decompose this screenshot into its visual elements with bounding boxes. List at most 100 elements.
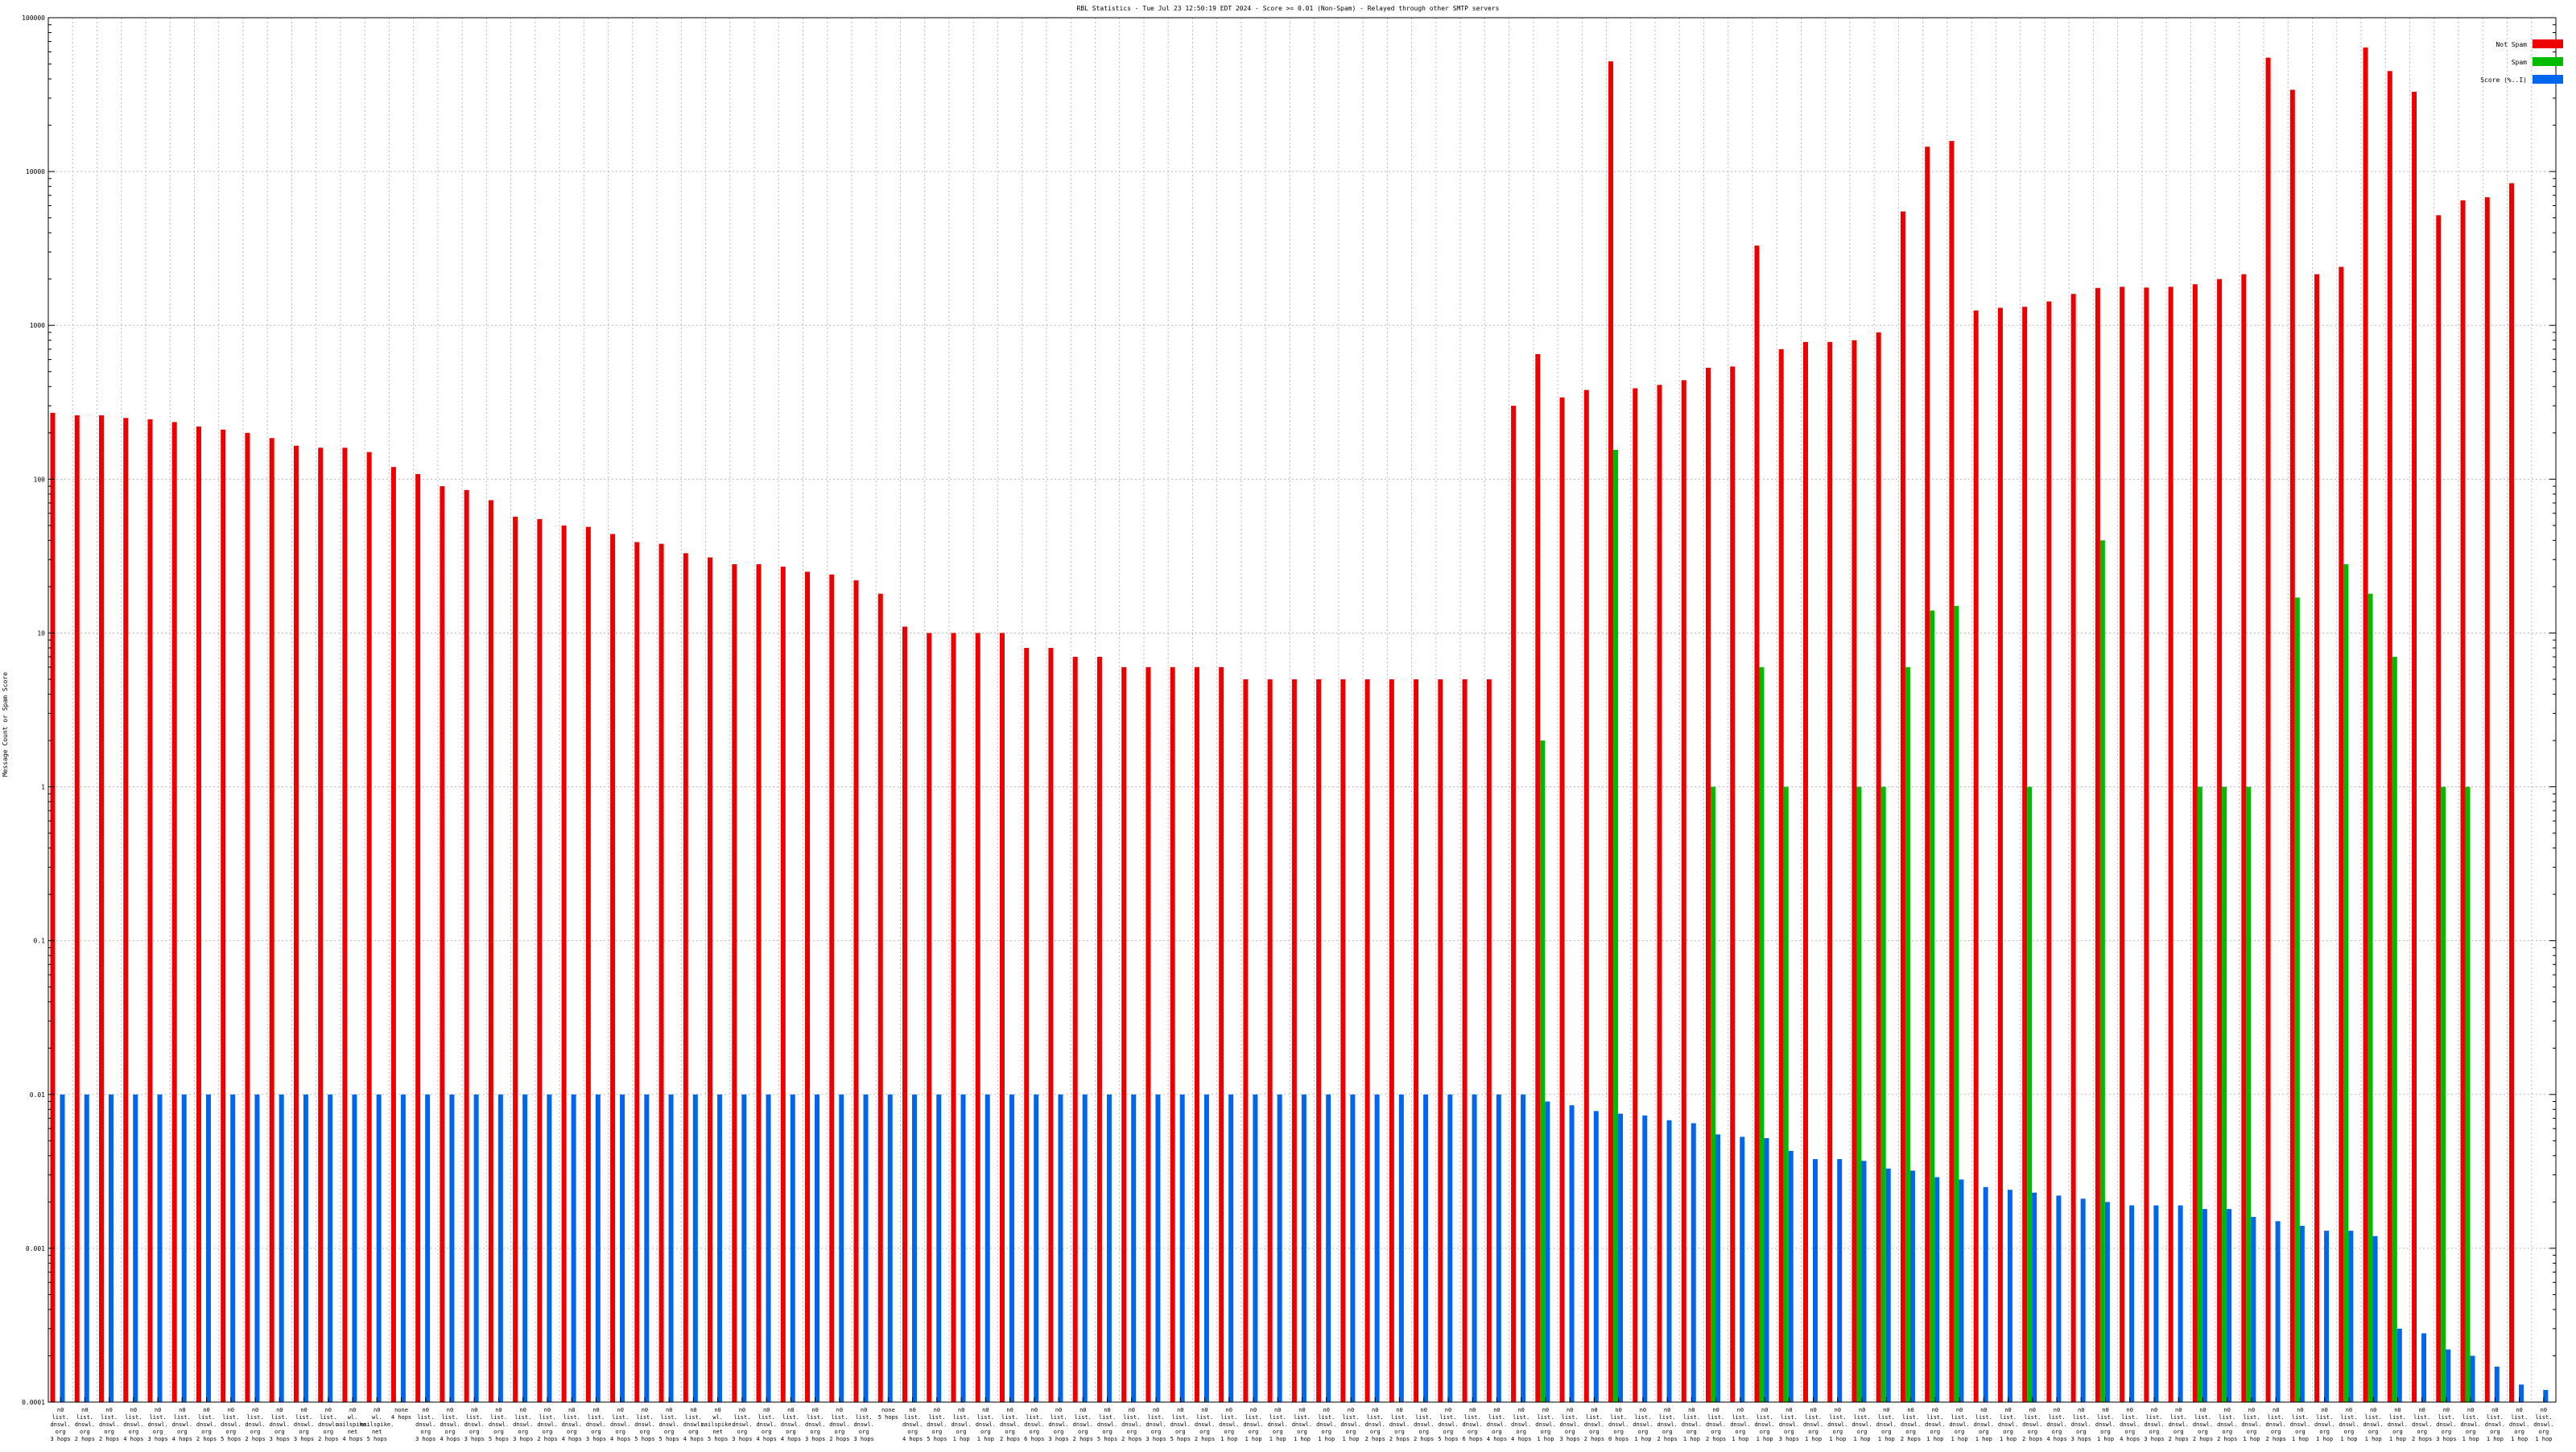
x-tick-label: n0 list. dnswl. org 4 hops (172, 1407, 192, 1442)
bar-not-spam (2460, 200, 2466, 1402)
bar-score-i- (2324, 1231, 2330, 1402)
bar-score-i- (1131, 1094, 1137, 1402)
bar-not-spam (1438, 679, 1443, 1402)
x-tick-label: n0 list. dnswl. org 1 hop (1803, 1407, 1823, 1442)
x-tick-label: n0 list. dnswl. org 2 hops (1000, 1407, 1020, 1442)
bar-not-spam (1706, 367, 1711, 1403)
bar-not-spam (708, 557, 713, 1402)
x-tick-label: n0 list. dnswl. org 1 hop (1682, 1407, 1702, 1442)
bar-not-spam (464, 489, 469, 1402)
x-tick-label: n0 wl. mailspike. net 4 hops (336, 1407, 369, 1442)
bar-score-i- (2519, 1384, 2524, 1402)
bar-not-spam (488, 500, 493, 1402)
x-tick-label: n0 list. dnswl. org 1 hop (1876, 1407, 1897, 1442)
x-tick-label: n0 list. dnswl. org 1 hop (1268, 1407, 1288, 1442)
x-tick-label: n0 list. dnswl. org 3 hops (586, 1407, 606, 1442)
bar-score-i- (1301, 1094, 1307, 1402)
x-tick-label: n0 list. dnswl. org 4 hops (1511, 1407, 1531, 1442)
x-tick-label: n0 list. dnswl. org 5 hops (659, 1407, 679, 1442)
bar-score-i- (522, 1094, 528, 1402)
bar-score-i- (84, 1094, 89, 1402)
bar-score-i- (1228, 1094, 1234, 1402)
x-tick-label: n0 list. dnswl. org 1 hop (2095, 1407, 2116, 1442)
legend-label: Not Spam (2496, 41, 2527, 48)
bar-score-i- (960, 1094, 966, 1402)
bar-score-i- (1009, 1094, 1014, 1402)
bar-score-i- (620, 1094, 625, 1402)
bar-score-i- (1861, 1161, 1867, 1402)
bar-not-spam (171, 422, 177, 1402)
bar-not-spam (1048, 647, 1054, 1402)
bar-score-i- (2178, 1205, 2183, 1402)
bar-score-i- (2470, 1355, 2475, 1402)
bar-score-i- (692, 1094, 698, 1402)
bar-not-spam (415, 473, 421, 1402)
bar-score-i- (741, 1094, 747, 1402)
bar-not-spam (440, 486, 445, 1402)
x-tick-label: n0 list. dnswl. org 1 hop (1974, 1407, 1994, 1442)
bar-spam (2294, 597, 2300, 1402)
x-tick-label: n0 list. dnswl. org 2 hops (1657, 1407, 1677, 1442)
x-tick-label: n0 list. dnswl. org 0 hops (1608, 1407, 1629, 1442)
bar-spam (2343, 563, 2349, 1402)
x-tick-label: n0 list. dnswl. org 1 hop (1925, 1407, 1945, 1442)
bar-not-spam (2412, 92, 2417, 1402)
x-tick-label: n0 list. dnswl. org 3 hops (270, 1407, 290, 1442)
bar-not-spam (1146, 666, 1151, 1402)
bar-spam (1613, 449, 1619, 1403)
bar-score-i- (2104, 1202, 2110, 1402)
x-tick-label: n0 list. dnswl. org 1 hop (2485, 1407, 2505, 1442)
x-tick-label: n0 list. dnswl. org 1 hop (976, 1407, 996, 1442)
bar-not-spam (2120, 287, 2125, 1403)
bar-not-spam (1657, 385, 1662, 1403)
bar-score-i- (449, 1094, 455, 1402)
x-tick-label: n0 list. dnswl. org 4 hops (902, 1407, 923, 1442)
legend-swatch (2533, 75, 2563, 84)
bar-not-spam (2436, 215, 2442, 1403)
bar-not-spam (1194, 666, 1199, 1402)
bar-not-spam (1778, 349, 1784, 1403)
bar-score-i- (2227, 1209, 2232, 1402)
x-tick-label: n0 list. dnswl. org 4 hops (757, 1407, 777, 1442)
bar-not-spam (1340, 679, 1346, 1402)
bar-not-spam (1121, 666, 1127, 1402)
x-tick-label: n0 list. dnswl. org 5 hops (1438, 1407, 1458, 1442)
y-tick-label: 0.1 (34, 938, 46, 945)
bar-score-i- (376, 1094, 382, 1402)
bar-score-i- (2080, 1198, 2086, 1402)
x-tick-label: n0 list. dnswl. org 3 hops (1146, 1407, 1166, 1442)
bar-not-spam (805, 571, 811, 1402)
bar-not-spam (561, 525, 567, 1402)
bar-score-i- (668, 1094, 674, 1402)
bar-spam (2027, 786, 2033, 1402)
x-tick-label: n0 list. dnswl. org 3 hops (1048, 1407, 1068, 1442)
bar-not-spam (1414, 679, 1419, 1402)
x-tick-label: n0 list. dnswl. org 4 hops (123, 1407, 143, 1442)
bar-score-i- (1690, 1123, 1696, 1402)
bar-not-spam (196, 426, 201, 1402)
bar-spam (2222, 786, 2227, 1402)
bar-score-i- (230, 1094, 236, 1402)
bar-score-i- (1764, 1138, 1769, 1402)
x-tick-label: n0 list. dnswl. org 2 hops (1389, 1407, 1410, 1442)
x-tick-label: n0 list. dnswl. org 1 hop (2533, 1407, 2553, 1442)
x-tick-label: n0 list. dnswl. org 3 hops (294, 1407, 314, 1442)
x-tick-label: n0 list. dnswl. org 1 hop (1535, 1407, 1555, 1442)
x-tick-label: n0 list. dnswl. org 5 hops (1097, 1407, 1117, 1442)
x-tick-label: n0 list. dnswl. org 4 hops (1487, 1407, 1507, 1442)
bar-score-i- (2056, 1195, 2062, 1402)
bar-not-spam (975, 633, 980, 1402)
bar-not-spam (1511, 406, 1517, 1402)
x-tick-label: n0 list. dnswl. org 1 hop (1730, 1407, 1750, 1442)
x-tick-label: n0 list. dnswl. org 2 hops (75, 1407, 95, 1442)
bar-score-i- (887, 1094, 893, 1402)
x-tick-label: n0 list. dnswl. org 2 hops (318, 1407, 338, 1442)
bar-not-spam (951, 633, 956, 1402)
x-tick-label: n0 list. dnswl. org 4 hops (781, 1407, 801, 1442)
bar-not-spam (1730, 366, 1736, 1402)
bar-spam (1711, 786, 1716, 1402)
bar-score-i- (1179, 1094, 1185, 1402)
bar-not-spam (1608, 61, 1614, 1403)
bar-score-i- (1715, 1134, 1721, 1402)
bar-not-spam (732, 563, 737, 1402)
